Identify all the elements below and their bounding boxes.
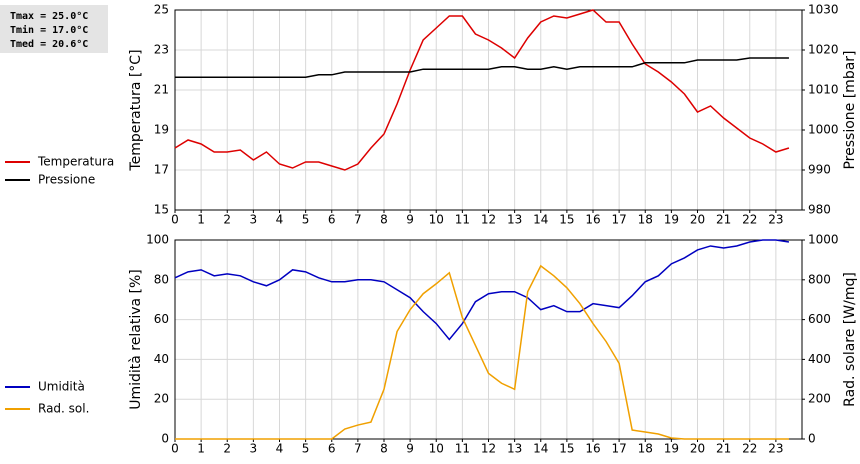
x-tick-label: 23	[768, 442, 783, 456]
stat: Tmed = 20.6°C	[10, 39, 88, 50]
x-tick-label: 6	[328, 213, 336, 227]
x-tick-label: 23	[768, 213, 783, 227]
y2-axis-label: Pressione [mbar]	[842, 50, 858, 169]
y-tick-label: 23	[154, 43, 169, 57]
y-tick-label: 19	[154, 123, 169, 137]
y-tick-label: 15	[154, 203, 169, 217]
legend-label: Pressione	[38, 173, 95, 187]
x-tick-label: 7	[354, 213, 362, 227]
x-tick-label: 22	[742, 442, 757, 456]
y2-tick-label: 200	[808, 392, 831, 406]
x-tick-label: 0	[171, 213, 179, 227]
x-tick-label: 6	[328, 442, 336, 456]
x-tick-label: 7	[354, 442, 362, 456]
x-tick-label: 5	[302, 442, 310, 456]
stats-box	[0, 5, 108, 53]
y2-axis-label: Rad. solare [W/mq]	[842, 272, 858, 407]
x-tick-label: 12	[481, 442, 496, 456]
x-tick-label: 1	[197, 213, 205, 227]
x-tick-label: 11	[455, 442, 470, 456]
y-axis-label: Umidità relativa [%]	[128, 269, 144, 410]
y2-tick-label: 980	[808, 203, 831, 217]
y2-tick-label: 1000	[808, 233, 839, 247]
x-tick-label: 0	[171, 442, 179, 456]
x-tick-label: 22	[742, 213, 757, 227]
y-tick-label: 80	[154, 272, 169, 286]
x-tick-label: 4	[276, 442, 284, 456]
x-tick-label: 13	[507, 213, 522, 227]
y2-tick-label: 800	[808, 272, 831, 286]
y2-tick-label: 1010	[808, 83, 839, 97]
plot-frame	[174, 239, 803, 440]
legend-label: Temperatura	[37, 155, 114, 169]
y-tick-label: 60	[154, 312, 169, 326]
x-tick-label: 15	[559, 213, 574, 227]
x-tick-label: 9	[406, 442, 414, 456]
x-tick-label: 14	[533, 442, 548, 456]
plot-frame	[174, 9, 803, 211]
x-tick-label: 13	[507, 442, 522, 456]
y2-tick-label: 600	[808, 312, 831, 326]
y-tick-label: 20	[154, 392, 169, 406]
y-axis-label: Temperatura [°C]	[128, 49, 144, 171]
y2-tick-label: 0	[808, 432, 816, 446]
x-tick-label: 2	[223, 442, 231, 456]
x-tick-label: 4	[276, 213, 284, 227]
x-tick-label: 2	[223, 213, 231, 227]
x-tick-label: 14	[533, 213, 548, 227]
x-tick-label: 19	[664, 213, 679, 227]
x-tick-label: 10	[429, 442, 444, 456]
y2-tick-label: 1030	[808, 3, 839, 17]
x-tick-label: 12	[481, 213, 496, 227]
y-tick-label: 0	[161, 432, 169, 446]
x-tick-label: 18	[638, 213, 653, 227]
legend-label: Rad. sol.	[38, 402, 89, 416]
x-tick-label: 9	[406, 213, 414, 227]
x-tick-label: 21	[716, 442, 731, 456]
y2-tick-label: 1000	[808, 123, 839, 137]
series-line	[175, 57, 789, 78]
y-tick-label: 100	[146, 233, 169, 247]
x-tick-label: 8	[380, 213, 388, 227]
x-tick-label: 10	[429, 213, 444, 227]
x-tick-label: 3	[250, 213, 258, 227]
series-line	[174, 239, 790, 341]
x-tick-label: 1	[197, 442, 205, 456]
y2-tick-label: 1020	[808, 43, 839, 57]
x-tick-label: 15	[559, 442, 574, 456]
x-tick-label: 20	[690, 213, 705, 227]
series-line	[174, 9, 790, 171]
x-tick-label: 17	[611, 442, 626, 456]
stat: Tmin = 17.0°C	[10, 24, 88, 36]
y-tick-label: 25	[154, 3, 169, 17]
x-tick-label: 11	[455, 213, 470, 227]
y-tick-label: 17	[154, 163, 169, 177]
x-tick-label: 16	[585, 442, 600, 456]
x-tick-label: 8	[380, 442, 388, 456]
x-tick-label: 16	[585, 213, 600, 227]
y2-tick-label: 400	[808, 352, 831, 366]
x-tick-label: 17	[611, 213, 626, 227]
x-tick-label: 5	[302, 213, 310, 227]
legend-label: Umidità	[38, 380, 85, 394]
stat: Tmax = 25.0°C	[10, 11, 88, 22]
y-tick-label: 40	[154, 352, 169, 366]
x-tick-label: 18	[638, 442, 653, 456]
x-tick-label: 20	[690, 442, 705, 456]
x-tick-label: 21	[716, 213, 731, 227]
x-tick-label: 19	[664, 442, 679, 456]
x-tick-label: 3	[250, 442, 258, 456]
y2-tick-label: 990	[808, 163, 831, 177]
series-line	[175, 264, 789, 440]
y-tick-label: 21	[154, 83, 169, 97]
